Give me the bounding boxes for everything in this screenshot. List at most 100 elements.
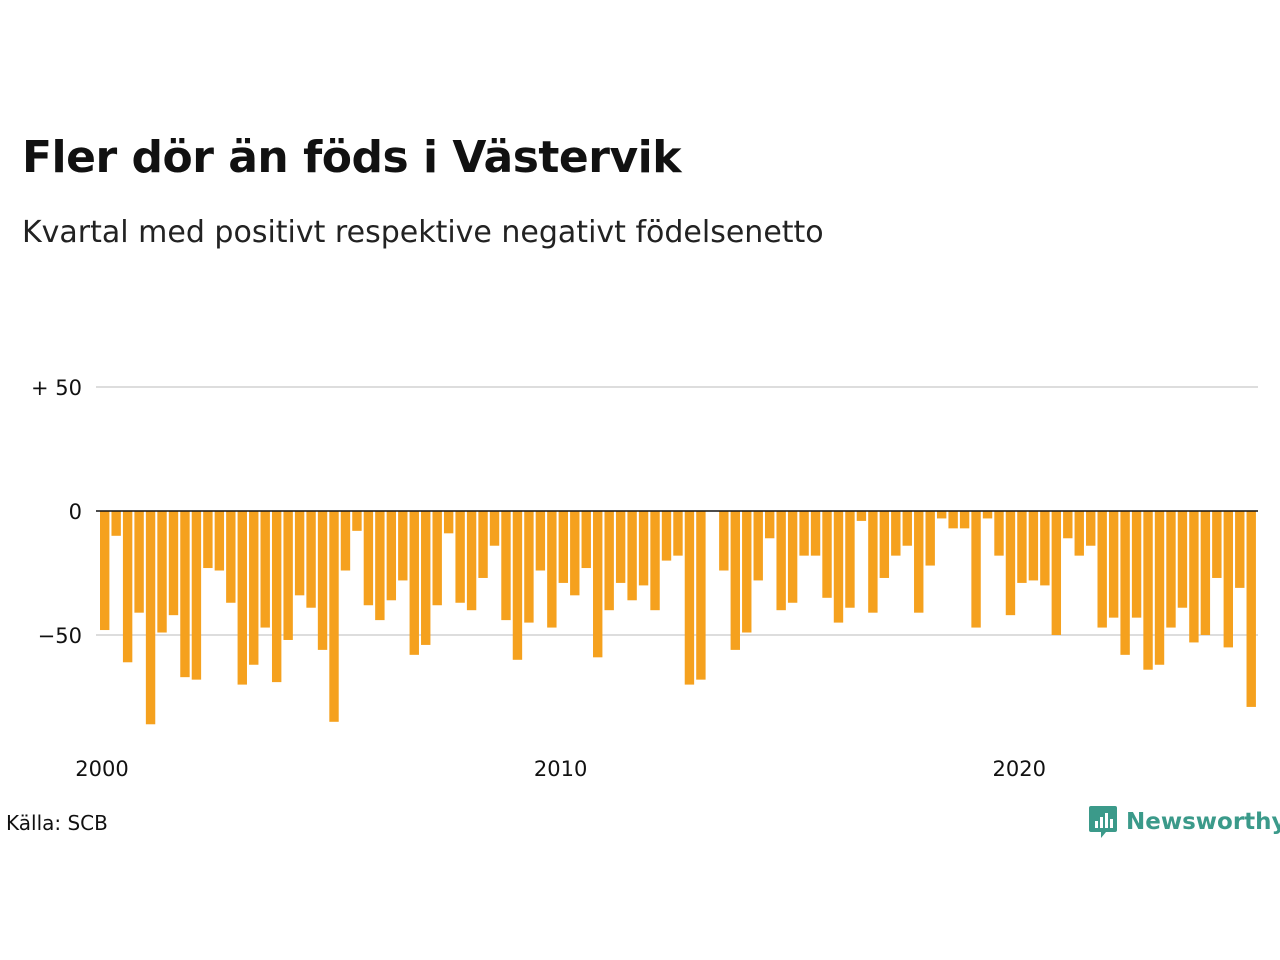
bar [959, 511, 970, 529]
bar [409, 511, 419, 655]
bar [363, 511, 374, 606]
bar [329, 511, 339, 722]
bar [524, 511, 534, 623]
bar [455, 511, 465, 603]
bar [191, 511, 202, 680]
bar [1223, 511, 1233, 648]
bar [1074, 511, 1084, 556]
bar [352, 511, 362, 531]
bar [1040, 511, 1050, 586]
bar [260, 511, 270, 628]
bar [512, 511, 523, 660]
bar [661, 511, 672, 561]
bar [1200, 511, 1211, 635]
bar [122, 511, 133, 663]
bar [982, 511, 993, 519]
bar [489, 511, 500, 546]
y-tick-label: 0 [69, 500, 82, 524]
bar [180, 511, 190, 678]
bar [902, 511, 912, 546]
x-axis-labels: 2000 2010 2020 [75, 757, 1046, 781]
bar [271, 511, 282, 683]
bar [100, 511, 110, 631]
bar [719, 511, 729, 571]
bar [1143, 511, 1153, 670]
y-tick-label: + 50 [31, 376, 82, 400]
bar [822, 511, 832, 598]
bar [386, 511, 397, 601]
bar [627, 511, 637, 601]
bar [615, 511, 626, 583]
chart-subtitle: Kvartal med positivt respektive negativt… [22, 215, 824, 250]
bar [925, 511, 935, 566]
bar [1108, 511, 1119, 618]
bar [650, 511, 660, 611]
bars-group [100, 511, 1256, 725]
bar [1017, 511, 1027, 583]
bar [684, 511, 695, 685]
bar [1051, 511, 1062, 635]
bar [1028, 511, 1039, 581]
bar [994, 511, 1004, 556]
bar [936, 511, 947, 519]
bar [593, 511, 603, 658]
bar [478, 511, 488, 578]
bar [1246, 511, 1256, 707]
bar [535, 511, 546, 571]
chart-title: Fler dör än föds i Västervik [22, 132, 681, 183]
bar [547, 511, 557, 628]
bar [306, 511, 316, 608]
bar [226, 511, 236, 603]
bar [581, 511, 591, 569]
bar [501, 511, 511, 621]
bar [742, 511, 752, 633]
bar [845, 511, 855, 608]
bar [294, 511, 305, 596]
bar [1097, 511, 1107, 628]
bar [638, 511, 649, 586]
x-tick-label: 2020 [993, 757, 1046, 781]
bar [1120, 511, 1130, 655]
y-axis-labels: + 50 0 −50 [31, 376, 82, 648]
bar [673, 511, 683, 556]
brand-name: Newsworthy [1126, 809, 1280, 835]
bar [1235, 511, 1245, 588]
bar [696, 511, 706, 680]
bar-chart: + 50 0 −50 2000 2010 2020 [31, 376, 1258, 781]
bar [1177, 511, 1188, 608]
bar [214, 511, 225, 571]
bar [753, 511, 763, 581]
bar [799, 511, 809, 556]
bar [810, 511, 821, 556]
bar [111, 511, 121, 536]
bar [203, 511, 213, 569]
bar [891, 511, 901, 556]
bar [1086, 511, 1096, 546]
bar [948, 511, 958, 529]
bar [570, 511, 580, 596]
bar [558, 511, 569, 583]
bar [764, 511, 775, 539]
bar [971, 511, 981, 628]
bar [730, 511, 740, 650]
bar [1005, 511, 1016, 616]
bar [168, 511, 179, 616]
y-tick-label: −50 [38, 624, 82, 648]
bar [157, 511, 167, 633]
x-tick-label: 2000 [75, 757, 128, 781]
bar [398, 511, 408, 581]
bar [375, 511, 385, 621]
bar [421, 511, 431, 645]
bar [145, 511, 156, 725]
bar [833, 511, 844, 623]
source-note: Källa: SCB [6, 811, 108, 835]
bar [856, 511, 867, 521]
bar [776, 511, 786, 611]
brand-logo: Newsworthy [1088, 804, 1280, 840]
bar [237, 511, 247, 685]
x-tick-label: 2010 [534, 757, 587, 781]
bar [914, 511, 924, 613]
bar [466, 511, 477, 611]
bar [1212, 511, 1222, 578]
bar [317, 511, 328, 650]
